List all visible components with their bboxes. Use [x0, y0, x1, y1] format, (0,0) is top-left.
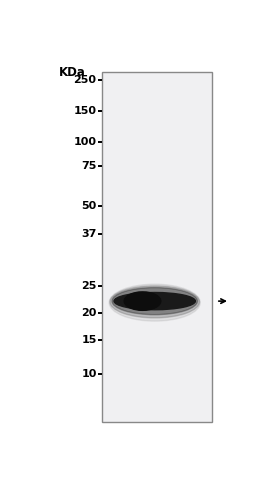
Ellipse shape	[124, 292, 161, 310]
Ellipse shape	[112, 287, 197, 315]
Text: 25: 25	[81, 281, 96, 291]
Text: 50: 50	[81, 202, 96, 211]
Ellipse shape	[109, 284, 200, 321]
Text: 100: 100	[74, 137, 96, 147]
Text: 20: 20	[81, 307, 96, 318]
Text: 150: 150	[74, 106, 96, 116]
Ellipse shape	[110, 286, 199, 318]
Bar	[102, 72, 212, 422]
Ellipse shape	[114, 292, 195, 310]
Text: 75: 75	[81, 162, 96, 171]
Text: 37: 37	[81, 229, 96, 239]
Text: 250: 250	[74, 75, 96, 85]
Text: 15: 15	[81, 335, 96, 345]
Text: 10: 10	[81, 369, 96, 379]
Text: KDa: KDa	[59, 66, 86, 79]
